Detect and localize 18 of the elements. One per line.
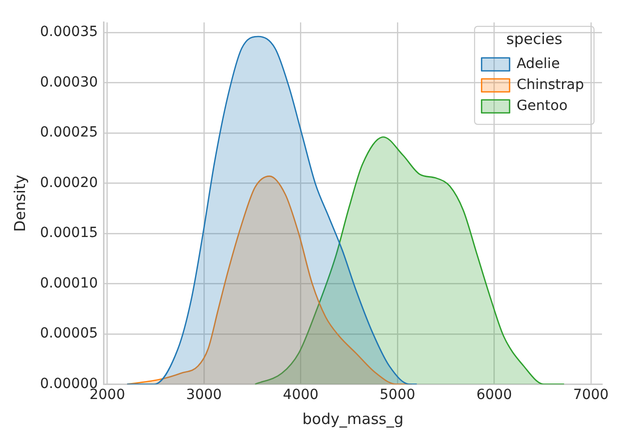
x-axis-title: body_mass_g	[302, 410, 404, 428]
y-tick-label: 0.00035	[40, 24, 98, 40]
y-tick-label: 0.00005	[40, 326, 98, 342]
y-tick-label: 0.00020	[40, 174, 98, 191]
legend-label: Gentoo	[516, 98, 568, 114]
legend-label: Adelie	[516, 56, 560, 72]
y-tick-label: 0.00030	[40, 74, 98, 90]
x-tick-label: 5000	[380, 387, 416, 404]
x-tick-label: 6000	[476, 387, 512, 404]
x-tick-label: 3000	[186, 387, 222, 404]
y-tick-label: 0.00015	[40, 225, 98, 242]
y-tick-label: 0.00025	[40, 124, 98, 141]
x-tick-label: 7000	[573, 387, 609, 404]
legend-label: Chinstrap	[516, 77, 584, 94]
x-tick-label: 4000	[282, 387, 319, 404]
legend-title: species	[506, 30, 562, 48]
y-axis-title: Density	[10, 174, 29, 232]
y-tick-label: 0.00010	[40, 275, 98, 292]
